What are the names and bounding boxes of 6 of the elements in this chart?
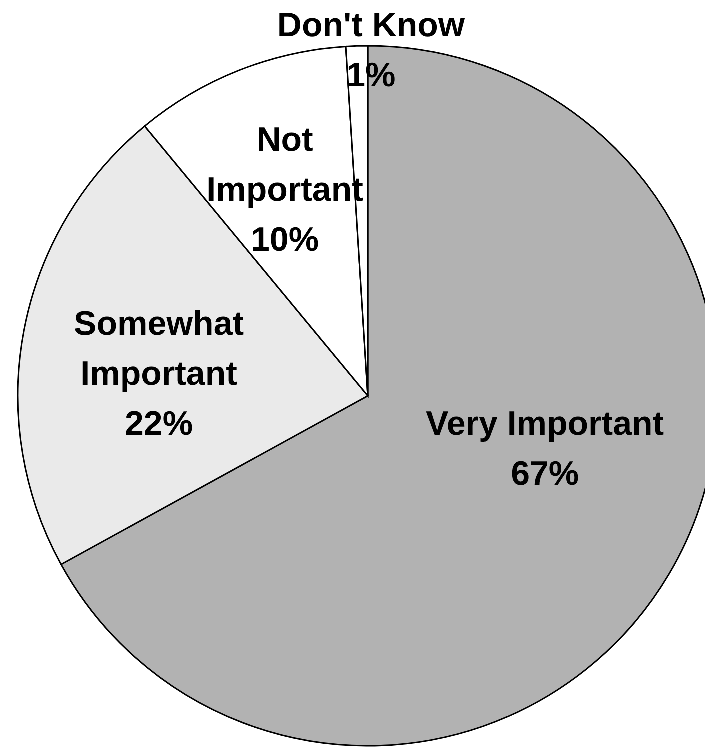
slice-label: Don't Know — [277, 6, 466, 45]
slice-label: Very Important — [426, 404, 664, 443]
slice-label: Somewhat Important — [74, 304, 244, 393]
data-label: 67% — [511, 454, 580, 493]
data-label: 22% — [125, 404, 194, 443]
data-label: 10% — [251, 220, 320, 259]
